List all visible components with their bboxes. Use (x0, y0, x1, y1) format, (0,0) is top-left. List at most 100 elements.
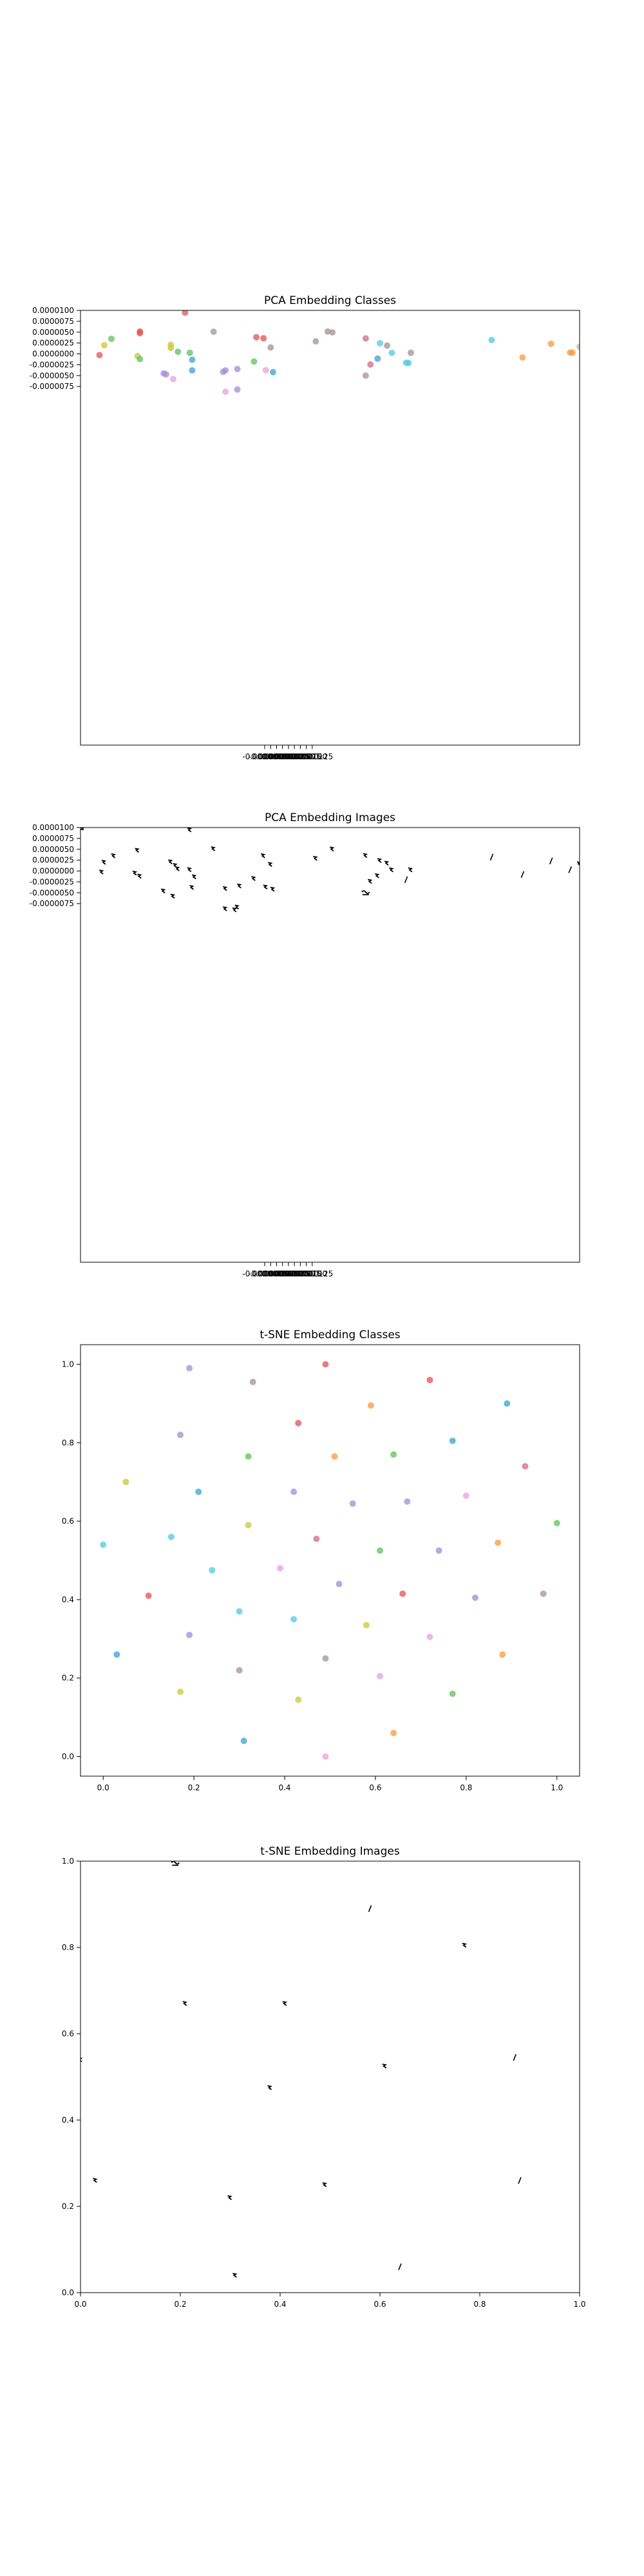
y-tick-label: 0.8 (62, 1438, 74, 1447)
image-thumbnail-marker (576, 861, 580, 866)
scatter-point (277, 1565, 283, 1572)
scatter-point (407, 349, 414, 356)
scatter-point (100, 1541, 107, 1548)
image-thumbnail-marker (182, 2001, 188, 2006)
y-tick-label: 0.2 (62, 2202, 74, 2211)
scatter-point (186, 1631, 193, 1638)
y-tick-label: 0.0000050 (32, 328, 74, 337)
image-thumbnail-marker (382, 2063, 388, 2069)
x-tick-label: 1.0 (573, 2300, 585, 2309)
scatter-point (449, 1690, 456, 1698)
image-thumbnail-marker (375, 873, 380, 878)
scatter-point (367, 1402, 374, 1409)
y-tick-label: 0.0 (62, 1752, 74, 1761)
scatter-point (522, 1463, 529, 1470)
image-thumbnail-marker (99, 869, 104, 875)
image-thumbnail-marker (398, 2263, 402, 2271)
image-thumbnail-marker (384, 860, 390, 866)
scatter-point (495, 1539, 502, 1546)
image-thumbnail-marker (160, 888, 166, 894)
x-tick-label: 0.0000075 (279, 752, 321, 761)
scatter-point (331, 1453, 338, 1460)
image-thumbnail-marker (282, 2001, 288, 2006)
scatter-point (295, 1419, 302, 1426)
image-thumbnail-marker (170, 893, 176, 899)
scatter-point (175, 348, 182, 355)
image-thumbnail-marker (313, 856, 318, 861)
image-thumbnail-marker (132, 870, 138, 876)
scatter-point (189, 367, 196, 374)
scatter-point (295, 1696, 302, 1703)
scatter-point (547, 340, 554, 347)
x-tick-label: 0.0000025 (267, 752, 309, 761)
scatter-point (108, 336, 115, 343)
x-tick-label: 1.0 (551, 1783, 563, 1792)
x-tick-label: 0.0000125 (291, 752, 333, 761)
y-tick-label: 0.0000100 (32, 823, 74, 832)
y-tick-label: 0.2 (62, 1674, 74, 1683)
y-tick-label: 0.0000000 (32, 350, 74, 359)
image-thumbnail-marker (234, 904, 240, 910)
scatter-point (377, 1672, 383, 1680)
scatter-point (167, 345, 175, 352)
y-tick-label: 0.0 (62, 2288, 74, 2297)
y-tick-label: -0.0000025 (30, 360, 74, 369)
x-tick-label: -0.0000075 (242, 752, 287, 761)
chart-title: t-SNE Embedding Classes (260, 1329, 400, 1341)
image-thumbnail-marker (322, 2182, 328, 2188)
scatter-point (329, 329, 336, 336)
scatter-point (182, 310, 189, 316)
image-thumbnail-marker (135, 848, 140, 853)
image-thumbnail-marker (260, 853, 266, 858)
scatter-point (145, 1592, 152, 1599)
scatter-point (313, 1535, 320, 1542)
scatter-point (240, 1738, 247, 1745)
image-thumbnail-marker (408, 867, 413, 873)
scatter-point (399, 1590, 406, 1597)
scatter-point (245, 1453, 252, 1460)
axes-frame (80, 1344, 580, 1777)
y-tick-label: 0.0000025 (32, 339, 74, 348)
y-tick-label: 0.0000075 (32, 317, 74, 326)
chart-panel-4: t-SNE Embedding Images 0.0 0.2 0.4 0.6 0.8 1.0… (62, 1845, 586, 2309)
image-thumbnail-marker (93, 2177, 98, 2183)
x-tick-label: 0.6 (374, 2300, 386, 2309)
scatter-point (122, 1479, 129, 1486)
x-tick-label: 0.0000000 (261, 1269, 303, 1278)
scatter-point (222, 388, 229, 395)
scatter-point (245, 1522, 252, 1529)
scatter-point (390, 1730, 397, 1736)
image-thumbnail-marker (368, 878, 373, 884)
scatter-point (137, 355, 144, 363)
scatter-points (100, 1361, 560, 1760)
y-tick-label: 0.0000025 (32, 856, 74, 865)
x-tick-label: -0.0000025 (254, 1269, 299, 1278)
x-tick-label: 0.2 (174, 2300, 186, 2309)
scatter-point (426, 1633, 433, 1640)
scatter-point (388, 349, 395, 356)
scatter-point (137, 330, 144, 337)
x-tick-label: -0.0000075 (242, 1269, 287, 1278)
scatter-point (100, 342, 108, 348)
scatter-point (384, 342, 391, 349)
scatter-point (234, 386, 241, 393)
image-thumbnail-marker (520, 871, 525, 878)
scatter-point (569, 349, 576, 356)
scatter-point (377, 339, 383, 346)
scatter-point (253, 334, 260, 341)
scatter-point (519, 354, 526, 361)
scatter-point (324, 328, 331, 335)
scatter-point (251, 358, 258, 365)
scatter-point (390, 1451, 397, 1458)
scatter-point (162, 371, 169, 378)
scatter-point (488, 337, 495, 344)
scatter-point (322, 1361, 329, 1368)
x-tick-label: 0.0 (97, 1783, 109, 1792)
image-thumbnail-marker (389, 867, 394, 873)
scatter-point (404, 1498, 411, 1505)
scatter-point (186, 1365, 193, 1372)
scatter-point (312, 338, 319, 345)
chart-title: PCA Embedding Classes (264, 294, 396, 307)
image-thumbnail-marker (189, 885, 194, 890)
image-thumbnail-marker (513, 2054, 516, 2061)
